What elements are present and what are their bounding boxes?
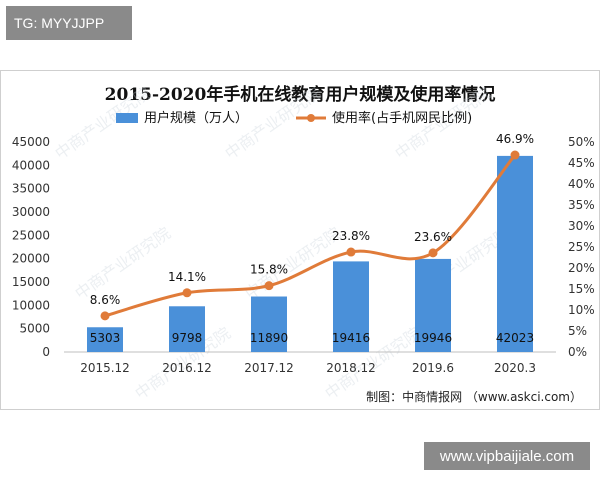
site-badge[interactable]: www.vipbaijiale.com bbox=[424, 442, 590, 470]
left-axis-tick-label: 40000 bbox=[12, 158, 50, 172]
right-axis-tick-label: 15% bbox=[568, 282, 595, 296]
x-axis-tick-label: 2015.12 bbox=[80, 361, 130, 375]
bar-value-label: 19416 bbox=[332, 331, 370, 345]
line-value-label: 23.6% bbox=[414, 230, 452, 244]
left-axis-tick-label: 10000 bbox=[12, 298, 50, 312]
line-point bbox=[346, 247, 356, 257]
line-point bbox=[428, 248, 438, 258]
x-axis-tick-label: 2020.3 bbox=[494, 361, 536, 375]
left-axis-tick-label: 5000 bbox=[19, 322, 50, 336]
line-value-label: 23.8% bbox=[332, 229, 370, 243]
left-axis-tick-label: 35000 bbox=[12, 182, 50, 196]
bar bbox=[169, 306, 205, 352]
left-axis-tick-label: 0 bbox=[42, 345, 50, 359]
bar bbox=[497, 155, 533, 352]
bar bbox=[251, 296, 287, 352]
line-value-label: 8.6% bbox=[90, 293, 121, 307]
bar-value-label: 11890 bbox=[250, 331, 288, 345]
left-axis-tick-label: 20000 bbox=[12, 252, 50, 266]
right-axis-tick-label: 25% bbox=[568, 240, 595, 254]
bar bbox=[87, 327, 123, 352]
line-value-label: 15.8% bbox=[250, 263, 288, 277]
line-point bbox=[264, 281, 274, 291]
source-credit: 制图：中商情报网 （www.askci.com） bbox=[366, 390, 582, 404]
right-axis-tick-label: 50% bbox=[568, 135, 595, 149]
left-axis-tick-label: 45000 bbox=[12, 135, 50, 149]
x-axis-tick-label: 2017.12 bbox=[244, 361, 294, 375]
line-value-label: 46.9% bbox=[496, 132, 534, 146]
bar bbox=[415, 258, 451, 352]
header-tag: TG: MYYJJPP bbox=[6, 6, 132, 40]
bar bbox=[333, 261, 369, 352]
legend-label-bar: 用户规模（万人） bbox=[144, 110, 248, 126]
x-axis-tick-label: 2016.12 bbox=[162, 361, 212, 375]
left-axis-tick-label: 25000 bbox=[12, 228, 50, 242]
line-point bbox=[182, 288, 192, 298]
line-point bbox=[100, 311, 110, 321]
bar-value-label: 9798 bbox=[172, 331, 203, 345]
left-axis-tick-label: 15000 bbox=[12, 275, 50, 289]
bar-value-label: 5303 bbox=[90, 331, 121, 345]
x-axis-tick-label: 2019.6 bbox=[412, 361, 454, 375]
right-axis-tick-label: 5% bbox=[568, 324, 587, 338]
line-point bbox=[510, 150, 520, 160]
line-value-label: 14.1% bbox=[168, 270, 206, 284]
legend-swatch-bar bbox=[116, 113, 138, 123]
right-axis-tick-label: 30% bbox=[568, 219, 595, 233]
right-axis-tick-label: 20% bbox=[568, 261, 595, 275]
usage-rate-line bbox=[104, 154, 517, 318]
right-axis-tick-label: 0% bbox=[568, 345, 587, 359]
bar-value-label: 42023 bbox=[496, 331, 534, 345]
right-axis-tick-label: 35% bbox=[568, 198, 595, 212]
right-axis-tick-label: 40% bbox=[568, 177, 595, 191]
legend-label-line: 使用率(占手机网民比例) bbox=[332, 110, 472, 126]
left-axis-tick-label: 30000 bbox=[12, 205, 50, 219]
bar-value-label: 19946 bbox=[414, 331, 452, 345]
x-axis-tick-label: 2018.12 bbox=[326, 361, 376, 375]
legend-swatch-marker bbox=[307, 114, 315, 122]
chart-title: 2015-2020年手机在线教育用户规模及使用率情况 bbox=[104, 85, 496, 105]
watermark-text: 中商产业研究院 bbox=[51, 83, 154, 163]
right-axis-tick-label: 10% bbox=[568, 303, 595, 317]
watermark-text: 中商产业研究院 bbox=[71, 223, 174, 303]
right-axis-tick-label: 45% bbox=[568, 156, 595, 170]
